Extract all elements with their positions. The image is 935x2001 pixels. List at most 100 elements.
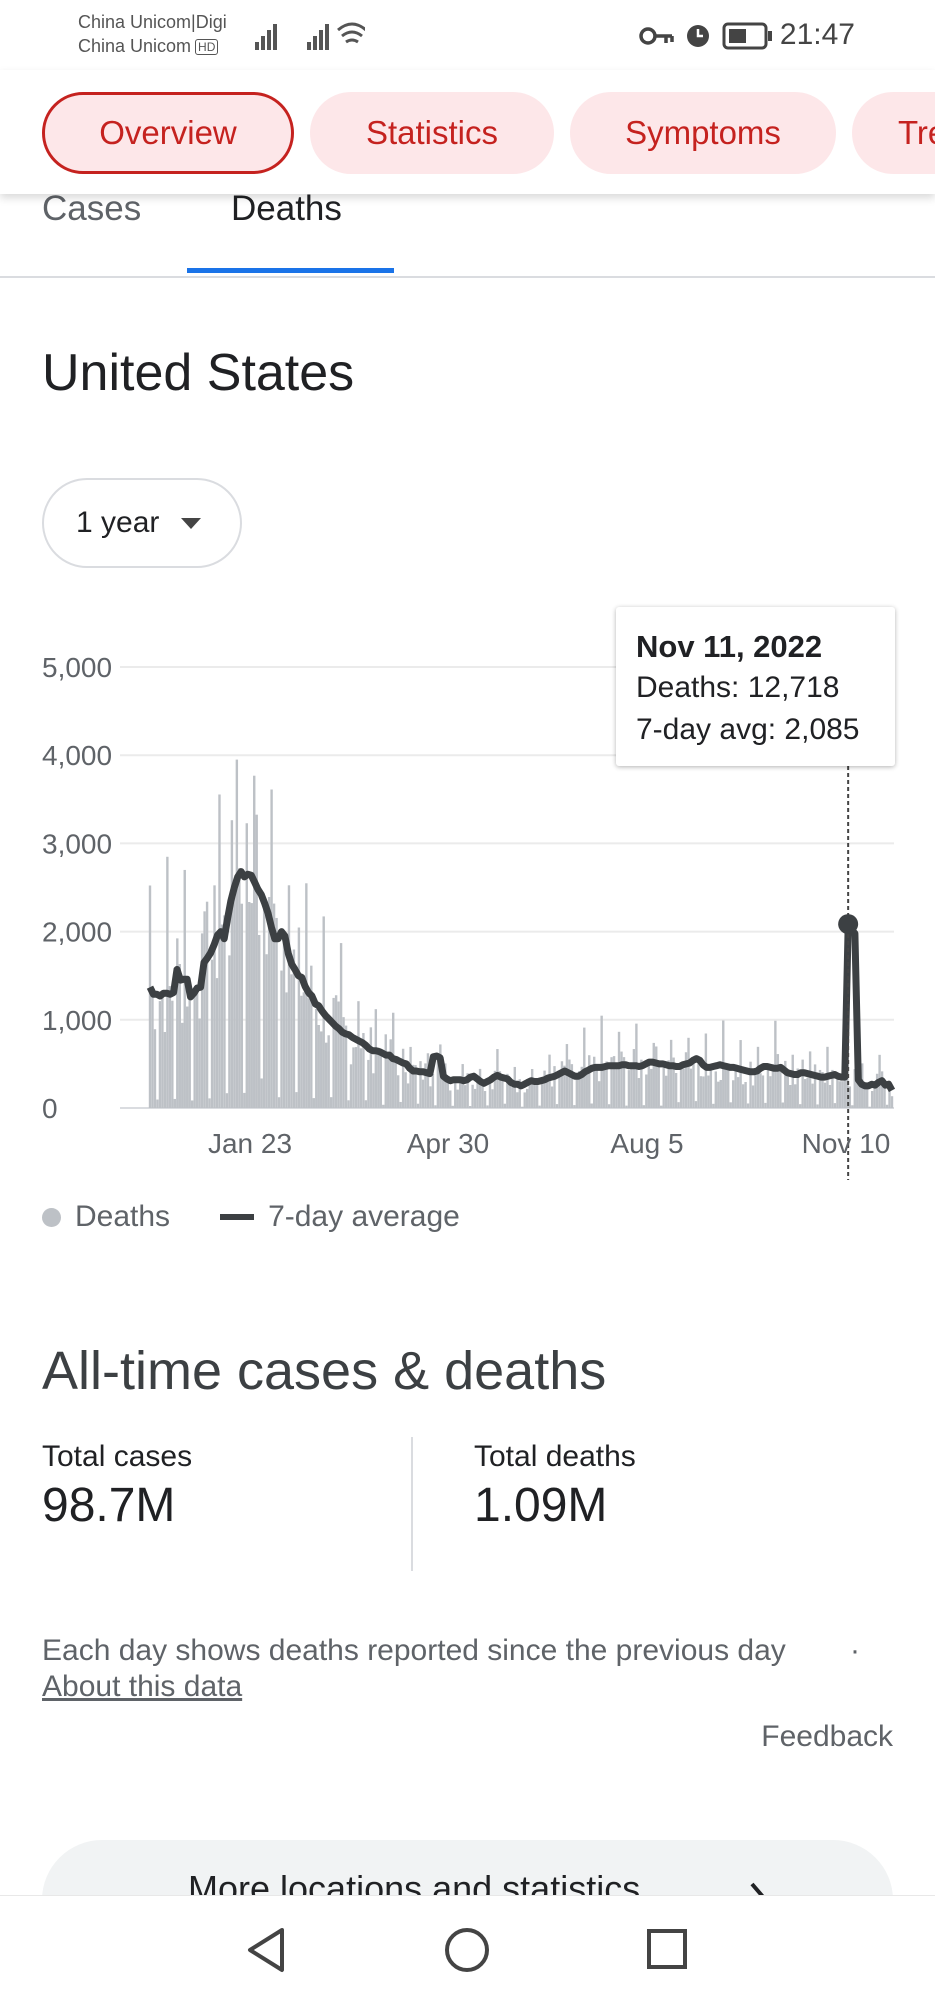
deaths-bar bbox=[580, 1066, 583, 1108]
deaths-bar bbox=[277, 1097, 281, 1108]
deaths-bar bbox=[287, 885, 291, 1108]
deaths-bar bbox=[183, 869, 186, 1108]
chip-symptoms[interactable]: Symptoms bbox=[570, 92, 836, 174]
back-icon[interactable] bbox=[244, 1926, 290, 1974]
recents-icon[interactable] bbox=[646, 1928, 688, 1970]
deaths-bar bbox=[674, 1072, 678, 1108]
deaths-bar bbox=[178, 964, 181, 1108]
deaths-bar bbox=[801, 1059, 804, 1108]
deaths-bar bbox=[682, 1068, 685, 1108]
deaths-bar bbox=[446, 1079, 449, 1108]
deaths-bar bbox=[198, 1018, 201, 1108]
deaths-bar bbox=[240, 903, 244, 1108]
tab-deaths[interactable]: Deaths bbox=[231, 189, 342, 228]
deaths-bar bbox=[176, 938, 179, 1108]
chip-treatments[interactable]: Tre bbox=[852, 92, 935, 174]
status-icons bbox=[639, 22, 772, 50]
alarm-icon bbox=[687, 25, 709, 47]
deaths-bar bbox=[205, 901, 209, 1108]
time-range-dropdown[interactable]: 1 year bbox=[42, 478, 242, 568]
deaths-bar bbox=[796, 1068, 799, 1108]
deaths-bar bbox=[501, 1081, 504, 1108]
deaths-bar bbox=[548, 1054, 551, 1108]
deaths-bar bbox=[540, 1079, 544, 1108]
deaths-bar bbox=[774, 1020, 777, 1108]
deaths-bar bbox=[324, 1042, 328, 1108]
deaths-chart[interactable]: 5,000 4,000 3,000 2,000 1,000 0 Jan 23 Apr 30 A… bbox=[0, 600, 935, 1190]
tab-cases[interactable]: Cases bbox=[42, 189, 142, 228]
y-tick-label: 4,000 bbox=[42, 740, 112, 771]
chip-overview[interactable]: Overview bbox=[42, 92, 294, 174]
deaths-bar bbox=[702, 1076, 705, 1108]
deaths-bar bbox=[724, 1067, 727, 1108]
y-tick-label: 2,000 bbox=[42, 917, 112, 948]
deaths-bar bbox=[516, 1092, 519, 1108]
clock: 21:47 bbox=[779, 18, 855, 51]
deaths-bar bbox=[238, 868, 241, 1108]
y-tick-label: 3,000 bbox=[42, 828, 112, 859]
signal-icons bbox=[255, 22, 365, 50]
deaths-bar bbox=[689, 1068, 693, 1108]
y-tick-label: 5,000 bbox=[42, 652, 112, 683]
deaths-bar bbox=[409, 1046, 412, 1108]
deaths-bar bbox=[203, 911, 206, 1108]
deaths-bar bbox=[434, 1105, 437, 1108]
deaths-bar bbox=[883, 1085, 886, 1108]
deaths-bar bbox=[506, 1073, 509, 1108]
deaths-bar bbox=[831, 1069, 834, 1108]
deaths-bar bbox=[794, 1084, 797, 1108]
deaths-bar bbox=[550, 1086, 554, 1108]
deaths-bar bbox=[568, 1059, 571, 1108]
deaths-bar bbox=[744, 1082, 747, 1108]
deaths-bar bbox=[595, 1069, 598, 1108]
deaths-bar bbox=[593, 1056, 596, 1108]
deaths-bar bbox=[171, 1000, 174, 1108]
deaths-bar bbox=[186, 1006, 189, 1108]
deaths-bar bbox=[374, 1009, 378, 1108]
deaths-bar bbox=[302, 992, 306, 1108]
deaths-bar bbox=[692, 1063, 695, 1108]
deaths-bar bbox=[771, 1064, 775, 1108]
deaths-bar bbox=[558, 1074, 561, 1108]
deaths-bar bbox=[803, 1079, 807, 1108]
deaths-bar bbox=[535, 1082, 539, 1108]
deaths-bar bbox=[344, 1025, 348, 1108]
deaths-bar bbox=[327, 1035, 330, 1108]
deaths-bar bbox=[650, 1068, 653, 1108]
deaths-bar bbox=[339, 943, 343, 1108]
caret-down-icon bbox=[181, 517, 202, 529]
deaths-bar bbox=[555, 1104, 559, 1108]
deaths-bar bbox=[478, 1068, 482, 1108]
deaths-bar bbox=[225, 1093, 229, 1108]
deaths-bar bbox=[488, 1081, 492, 1108]
deaths-bar bbox=[161, 992, 164, 1108]
key-icon bbox=[639, 27, 674, 45]
deaths-bar bbox=[851, 1105, 854, 1108]
deaths-bar bbox=[684, 1052, 688, 1108]
deaths-bar bbox=[406, 1083, 410, 1108]
deaths-bar bbox=[717, 1081, 720, 1108]
deaths-bar bbox=[436, 1054, 440, 1108]
deaths-bar bbox=[707, 1075, 710, 1108]
deaths-bar bbox=[590, 1103, 593, 1108]
deaths-bar bbox=[729, 1102, 732, 1108]
deaths-bar bbox=[208, 1098, 211, 1108]
deaths-bar bbox=[503, 1103, 507, 1108]
feedback-link[interactable]: Feedback bbox=[761, 1720, 893, 1753]
deaths-bar bbox=[243, 1092, 246, 1108]
deaths-bar bbox=[553, 1066, 556, 1108]
note-separator: · bbox=[850, 1634, 860, 1667]
deaths-bar bbox=[789, 1084, 792, 1108]
deaths-bar bbox=[297, 927, 301, 1108]
deaths-bar bbox=[270, 789, 273, 1108]
deaths-bar bbox=[699, 1076, 703, 1108]
deaths-bar bbox=[712, 1103, 715, 1108]
deaths-bar bbox=[349, 1064, 353, 1108]
deaths-bar bbox=[727, 1064, 730, 1108]
chip-statistics[interactable]: Statistics bbox=[310, 92, 554, 174]
deaths-bar bbox=[312, 1098, 315, 1108]
about-data-link[interactable]: About this data bbox=[42, 1670, 243, 1703]
deaths-bar bbox=[441, 1067, 445, 1108]
deaths-bar bbox=[627, 1070, 631, 1108]
home-icon[interactable] bbox=[444, 1927, 490, 1973]
